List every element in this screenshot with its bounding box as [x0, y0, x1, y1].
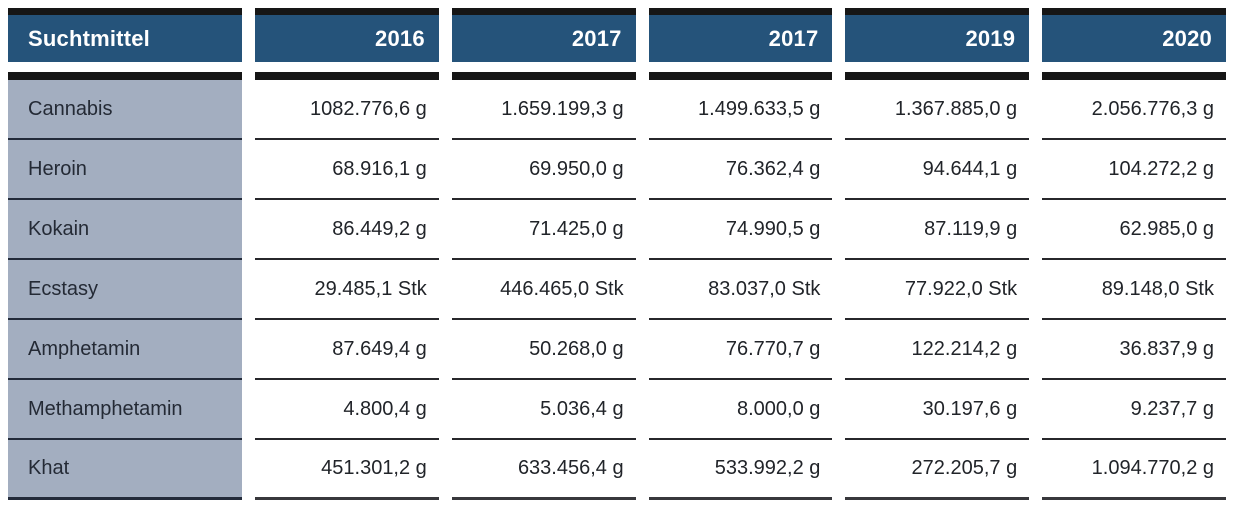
value-cell: 68.916,1 g: [255, 140, 439, 200]
value-cell: 76.770,7 g: [648, 320, 833, 380]
value-cell: 2.056.776,3 g: [1042, 72, 1226, 140]
value-cell: 1.367.885,0 g: [845, 72, 1030, 140]
column-header-suchtmittel: Suchtmittel: [8, 8, 242, 72]
value-cell: 5.036,4 g: [451, 380, 636, 440]
row-label-cell: Khat: [8, 440, 242, 500]
value-cell: 1.094.770,2 g: [1042, 440, 1226, 500]
row-label-cell: Heroin: [8, 140, 242, 200]
value-cell: 76.362,4 g: [648, 140, 833, 200]
value-cell: 87.649,4 g: [255, 320, 439, 380]
value-cell: 86.449,2 g: [255, 200, 439, 260]
value-cell: 533.992,2 g: [648, 440, 833, 500]
column-header-year: 2017: [451, 8, 636, 72]
value-cell: 71.425,0 g: [451, 200, 636, 260]
column-header-year: 2020: [1042, 8, 1226, 72]
column-header-year: 2019: [845, 8, 1030, 72]
value-cell: 451.301,2 g: [255, 440, 439, 500]
value-cell: 94.644,1 g: [845, 140, 1030, 200]
value-cell: 74.990,5 g: [648, 200, 833, 260]
value-cell: 30.197,6 g: [845, 380, 1030, 440]
value-cell: 87.119,9 g: [845, 200, 1030, 260]
row-label-cell: Cannabis: [8, 72, 242, 140]
value-cell: 89.148,0 Stk: [1042, 260, 1226, 320]
value-cell: 446.465,0 Stk: [451, 260, 636, 320]
value-cell: 4.800,4 g: [255, 380, 439, 440]
value-cell: 29.485,1 Stk: [255, 260, 439, 320]
row-label-cell: Kokain: [8, 200, 242, 260]
row-label-cell: Methamphetamin: [8, 380, 242, 440]
value-cell: 633.456,4 g: [451, 440, 636, 500]
value-cell: 83.037,0 Stk: [648, 260, 833, 320]
value-cell: 122.214,2 g: [845, 320, 1030, 380]
seizure-table-grid: Suchtmittel 2016 2017 2017 2019 2020 Cannabis 1…: [8, 8, 1226, 500]
value-cell: 1082.776,6 g: [255, 72, 439, 140]
value-cell: 8.000,0 g: [648, 380, 833, 440]
seizure-table: Suchtmittel 2016 2017 2017 2019 2020 Cannabis 1…: [8, 8, 1226, 500]
row-label-cell: Ecstasy: [8, 260, 242, 320]
value-cell: 50.268,0 g: [451, 320, 636, 380]
value-cell: 1.659.199,3 g: [451, 72, 636, 140]
value-cell: 62.985,0 g: [1042, 200, 1226, 260]
value-cell: 272.205,7 g: [845, 440, 1030, 500]
value-cell: 69.950,0 g: [451, 140, 636, 200]
column-header-year: 2017: [648, 8, 833, 72]
value-cell: 9.237,7 g: [1042, 380, 1226, 440]
column-header-year: 2016: [255, 8, 439, 72]
value-cell: 36.837,9 g: [1042, 320, 1226, 380]
row-label-cell: Amphetamin: [8, 320, 242, 380]
value-cell: 1.499.633,5 g: [648, 72, 833, 140]
value-cell: 77.922,0 Stk: [845, 260, 1030, 320]
value-cell: 104.272,2 g: [1042, 140, 1226, 200]
